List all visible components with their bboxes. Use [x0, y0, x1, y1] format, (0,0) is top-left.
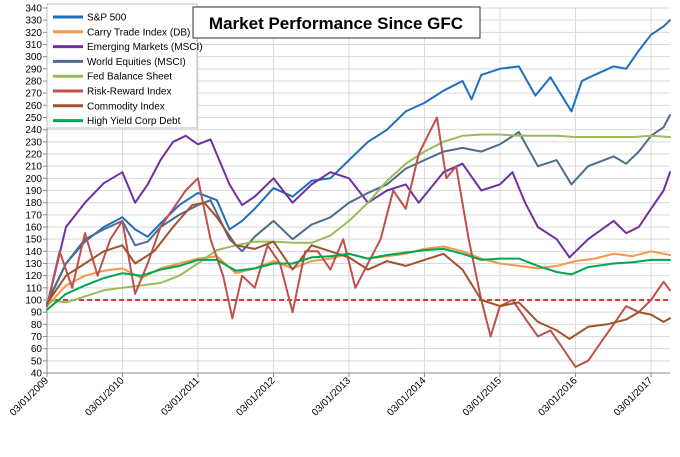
- chart-title-group: Market Performance Since GFC: [192, 6, 481, 39]
- series-line-s-p-500: [46, 19, 671, 305]
- y-tick-label: 290: [25, 64, 42, 75]
- y-tick-label: 70: [31, 332, 43, 343]
- y-tick-label: 330: [25, 16, 42, 27]
- y-tick-label: 40: [31, 369, 43, 380]
- y-tick-label: 140: [25, 247, 42, 258]
- y-tick-label: 250: [25, 113, 42, 124]
- legend-box: [46, 3, 198, 129]
- series-line-high-yield-corp-debt: [46, 247, 671, 311]
- y-tick-label: 130: [25, 259, 42, 270]
- y-tick-label: 270: [25, 89, 42, 100]
- series-line-risk-reward-index: [46, 116, 671, 368]
- legend-label: High Yield Corp Debt: [87, 116, 181, 127]
- legend-label: Commodity Index: [87, 101, 165, 112]
- y-tick-label: 160: [25, 223, 42, 234]
- y-tick-label: 310: [25, 40, 42, 51]
- y-tick-label: 320: [25, 28, 42, 39]
- series-line-commodity-index: [46, 201, 671, 340]
- legend-label: Risk-Reward Index: [87, 87, 171, 98]
- y-tick-label: 240: [25, 125, 42, 136]
- y-tick-label: 110: [26, 283, 42, 294]
- legend: S&P 500 Carry Trade Index (DB) Emerging Ma…: [46, 3, 203, 129]
- series-lines: [46, 19, 671, 368]
- series-line-fed-balance-sheet: [46, 133, 671, 304]
- y-tick-label: 200: [25, 174, 42, 185]
- y-tick-label: 170: [25, 210, 42, 221]
- y-tick-label: 300: [25, 52, 42, 63]
- legend-label: S&P 500: [87, 13, 127, 24]
- y-tick-label: 230: [25, 137, 42, 148]
- series-line-world-equities-msci: [46, 114, 671, 304]
- y-tick-label: 120: [25, 271, 42, 282]
- y-tick-label: 80: [31, 320, 43, 331]
- legend-label: Fed Balance Sheet: [87, 72, 172, 83]
- y-tick-label: 340: [25, 4, 42, 15]
- legend-label: Carry Trade Index (DB): [87, 27, 190, 38]
- y-tick-label: 220: [25, 150, 42, 161]
- chart-title: Market Performance Since GFC: [209, 14, 463, 33]
- chart-title-box: [192, 6, 481, 39]
- y-tick-label: 50: [31, 356, 43, 367]
- y-tick-label: 190: [25, 186, 42, 197]
- y-tick-label: 260: [25, 101, 42, 112]
- y-tick-label: 90: [31, 308, 43, 319]
- y-tick-label: 150: [25, 235, 42, 246]
- y-tick-label: 210: [25, 162, 42, 173]
- series-line-emerging-markets-msci: [46, 134, 671, 308]
- legend-label: World Equities (MSCI): [87, 57, 186, 68]
- y-tick-label: 280: [25, 77, 42, 88]
- legend-label: Emerging Markets (MSCI): [87, 42, 203, 53]
- y-tick-label: 100: [25, 296, 42, 307]
- y-tick-label: 180: [25, 198, 42, 209]
- y-tick-label: 60: [31, 344, 43, 355]
